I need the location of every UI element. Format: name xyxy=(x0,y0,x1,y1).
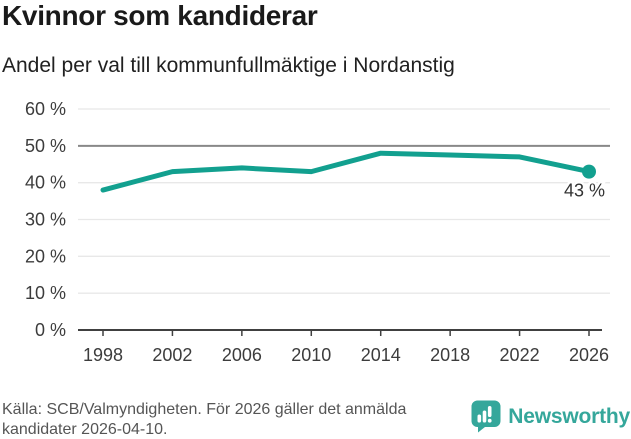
y-tick-label: 10 % xyxy=(25,283,66,303)
y-tick-label: 0 % xyxy=(35,320,66,340)
brand-name: Newsworthy xyxy=(508,404,630,428)
newsworthy-logo[interactable]: Newsworthy xyxy=(471,400,630,433)
y-tick-label: 60 % xyxy=(25,99,66,119)
x-tick-label: 2006 xyxy=(222,345,262,365)
x-tick-label: 2018 xyxy=(430,345,470,365)
x-tick-label: 2002 xyxy=(152,345,192,365)
end-point-label: 43 % xyxy=(564,181,605,201)
x-tick-label: 2010 xyxy=(291,345,331,365)
x-tick-label: 2014 xyxy=(361,345,401,365)
newsworthy-chart-bubble-icon xyxy=(471,400,501,433)
source-note: Källa: SCB/Valmyndigheten. För 2026 gäll… xyxy=(2,401,407,438)
x-tick-label: 1998 xyxy=(83,345,123,365)
y-tick-label: 20 % xyxy=(25,246,66,266)
line-chart: 0 % 10 % 20 % 30 % 40 % 50 % 60 % 1998 2002 2006 2… xyxy=(25,99,610,365)
x-tick-label: 2022 xyxy=(500,345,540,365)
series-line xyxy=(100,150,592,193)
end-point-marker xyxy=(582,164,596,179)
x-tick-label: 2026 xyxy=(569,345,609,365)
y-tick-label: 40 % xyxy=(25,173,66,193)
chart-subtitle: Andel per val till kommunfullmäktige i N… xyxy=(2,54,455,77)
chart-title: Kvinnor som kandiderar xyxy=(2,0,318,31)
y-tick-label: 50 % xyxy=(25,136,66,156)
y-tick-label: 30 % xyxy=(25,210,66,230)
